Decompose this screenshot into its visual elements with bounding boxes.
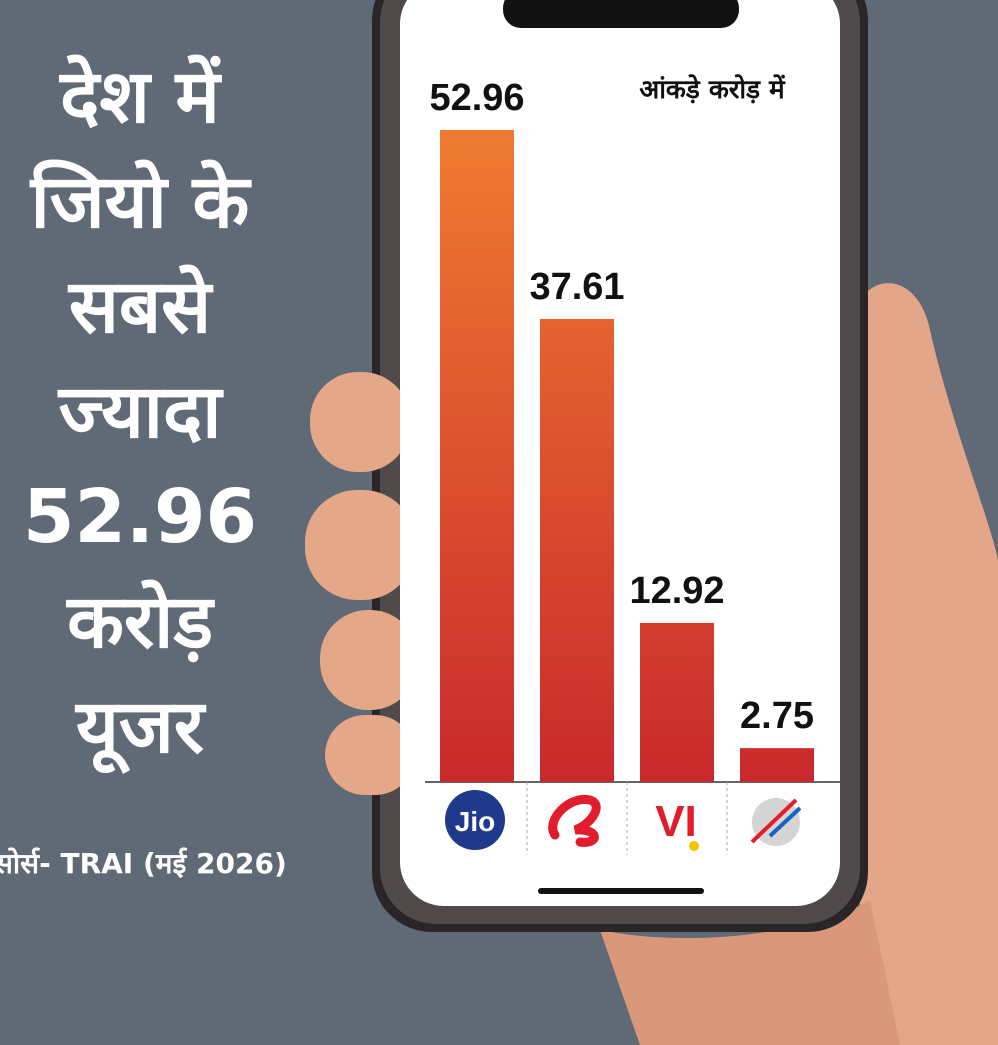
vi-label: VI [655,797,697,846]
value-label: 37.61 [529,266,624,308]
source: सोर्स- TRAI (मई 2026) [0,847,287,880]
jio-label: Jio [455,806,495,837]
hand-wrist [600,900,900,1045]
bsnl-logo [750,798,802,846]
hand-palm [699,283,998,1045]
headline-line: ज्यादा [57,369,225,455]
bar [540,318,614,782]
value-label: 2.75 [740,695,814,737]
notch [503,0,739,28]
headline-line: करोड़ [65,579,215,665]
headline-line: यूजर [74,684,207,774]
separators [526,782,728,855]
headline-line: सबसे [67,264,214,350]
unit-note: आंकड़े करोड़ में [639,74,786,105]
headline-line: 52.96 [23,474,257,560]
headline-line: जियो के [29,159,253,245]
home-bar [538,888,704,894]
fingers [305,372,418,795]
value-label: 52.96 [429,77,524,119]
value-label: 12.92 [629,570,724,612]
bar [740,748,814,782]
headline-line: देश में [58,54,222,140]
bar [440,130,514,782]
airtel-logo [548,794,601,847]
vi-dot [689,841,699,851]
jio-logo [445,790,505,850]
bar [640,622,714,782]
